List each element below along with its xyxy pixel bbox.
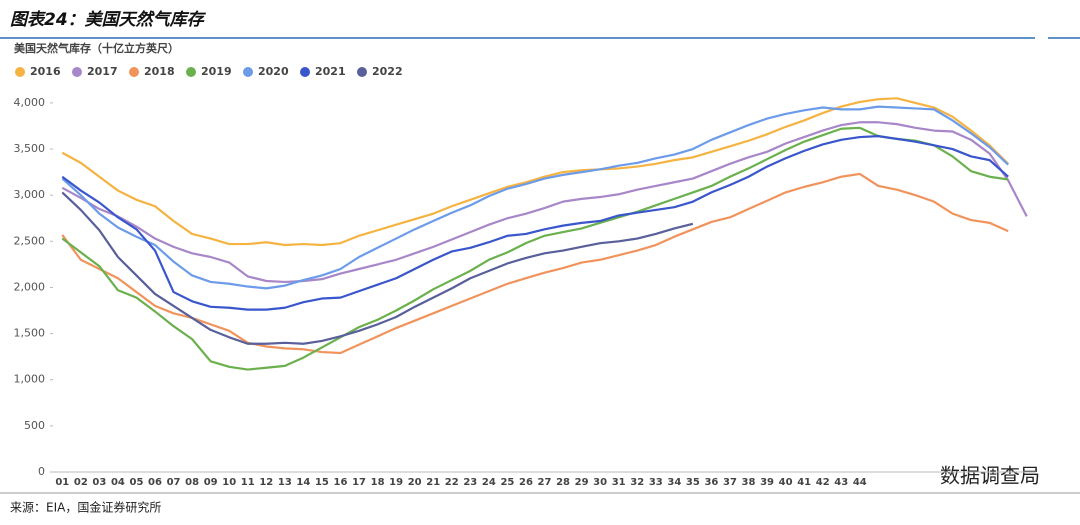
x-tick-label: 32 xyxy=(630,477,644,488)
y-tick-label: 3,500 xyxy=(14,142,46,155)
x-tick-label: 09 xyxy=(204,477,218,488)
y-tick-label: 3,000 xyxy=(14,188,46,201)
x-tick-label: 39 xyxy=(760,477,774,488)
x-tick-label: 17 xyxy=(352,477,366,488)
x-tick-label: 07 xyxy=(167,477,181,488)
x-tick-label: 30 xyxy=(593,477,607,488)
x-tick-label: 24 xyxy=(482,477,496,488)
x-tick-label: 10 xyxy=(222,477,236,488)
x-tick-label: 21 xyxy=(426,477,440,488)
x-tick-label: 35 xyxy=(686,477,700,488)
y-axis-label: 美国天然气库存（十亿立方英尺） xyxy=(14,41,179,55)
x-tick-label: 33 xyxy=(649,477,663,488)
series-line xyxy=(61,126,1009,371)
x-tick-label: 37 xyxy=(723,477,737,488)
x-tick-label: 25 xyxy=(500,477,514,488)
x-tick-label: 29 xyxy=(575,477,589,488)
legend-label: 2022 xyxy=(372,65,403,78)
series-line xyxy=(61,191,694,345)
y-tick-label: 2,000 xyxy=(14,280,46,293)
series-line xyxy=(61,121,1028,284)
y-tick-label: 2,500 xyxy=(14,234,46,247)
legend-swatch xyxy=(15,67,25,77)
x-tick-label: 11 xyxy=(241,477,255,488)
legend-swatch xyxy=(357,67,367,77)
y-tick-label: 0 xyxy=(38,465,45,478)
y-tick-label: 1,500 xyxy=(14,327,46,340)
x-tick-label: 20 xyxy=(408,477,422,488)
x-tick-label: 27 xyxy=(538,477,552,488)
x-tick-label: 02 xyxy=(74,477,88,488)
legend-swatch xyxy=(300,67,310,77)
x-tick-label: 43 xyxy=(834,477,848,488)
x-tick-label: 28 xyxy=(556,477,570,488)
legend-label: 2018 xyxy=(144,65,175,78)
x-tick-label: 31 xyxy=(612,477,626,488)
x-tick-label: 13 xyxy=(278,477,292,488)
x-tick-label: 12 xyxy=(259,477,273,488)
legend-swatch xyxy=(243,67,253,77)
x-tick-label: 26 xyxy=(519,477,533,488)
series-line xyxy=(61,172,1009,355)
x-tick-label: 03 xyxy=(92,477,106,488)
series-line xyxy=(61,135,1009,311)
x-tick-label: 04 xyxy=(111,477,125,488)
x-tick-label: 16 xyxy=(334,477,348,488)
series-line xyxy=(61,97,1009,247)
y-tick-label: 1,000 xyxy=(14,373,46,386)
x-tick-label: 01 xyxy=(55,477,69,488)
x-tick-label: 05 xyxy=(130,477,144,488)
watermark: 数据调查局 xyxy=(940,464,1040,488)
x-tick-label: 38 xyxy=(742,477,756,488)
x-tick-label: 15 xyxy=(315,477,329,488)
x-tick-label: 34 xyxy=(667,477,681,488)
x-tick-label: 22 xyxy=(445,477,459,488)
legend-swatch xyxy=(129,67,139,77)
legend-label: 2017 xyxy=(87,65,118,78)
x-tick-label: 44 xyxy=(853,477,867,488)
legend-label: 2020 xyxy=(258,65,289,78)
x-tick-label: 08 xyxy=(185,477,199,488)
x-tick-label: 14 xyxy=(296,477,310,488)
x-tick-label: 42 xyxy=(816,477,830,488)
x-tick-label: 36 xyxy=(704,477,718,488)
legend-swatch xyxy=(186,67,196,77)
x-tick-label: 18 xyxy=(371,477,385,488)
series-line xyxy=(61,105,1009,290)
x-tick-label: 06 xyxy=(148,477,162,488)
chart-title: 图表24：美国天然气库存 xyxy=(10,10,207,30)
x-tick-label: 19 xyxy=(389,477,403,488)
x-tick-label: 41 xyxy=(797,477,811,488)
x-tick-label: 23 xyxy=(463,477,477,488)
legend-swatch xyxy=(72,67,82,77)
legend-label: 2019 xyxy=(201,65,232,78)
y-tick-label: 500 xyxy=(24,419,45,432)
legend-label: 2016 xyxy=(30,65,61,78)
y-tick-label: 4,000 xyxy=(14,96,46,109)
legend-label: 2021 xyxy=(315,65,346,78)
x-tick-label: 40 xyxy=(779,477,793,488)
source-note: 来源：EIA，国金证券研究所 xyxy=(10,500,161,515)
